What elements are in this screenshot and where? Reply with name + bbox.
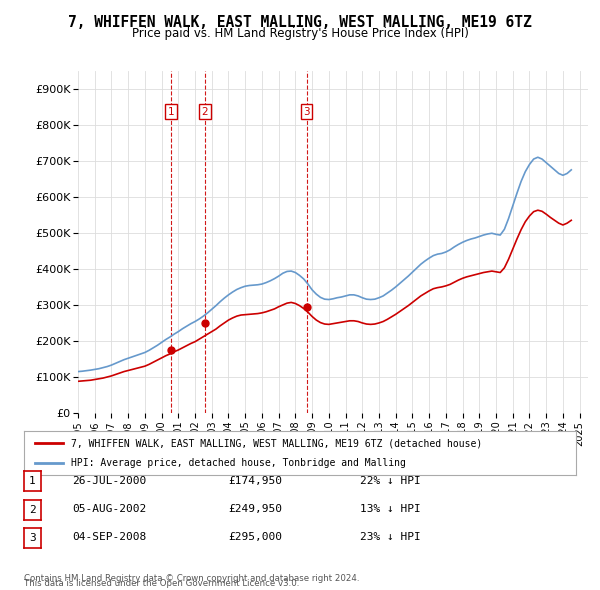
Text: 7, WHIFFEN WALK, EAST MALLING, WEST MALLING, ME19 6TZ: 7, WHIFFEN WALK, EAST MALLING, WEST MALL… [68,15,532,30]
Text: 1: 1 [168,107,175,117]
Text: Price paid vs. HM Land Registry's House Price Index (HPI): Price paid vs. HM Land Registry's House … [131,27,469,40]
Text: 1: 1 [29,477,36,486]
Text: £249,950: £249,950 [228,504,282,514]
Text: 26-JUL-2000: 26-JUL-2000 [72,476,146,486]
Text: 2: 2 [202,107,208,117]
Text: 23% ↓ HPI: 23% ↓ HPI [360,533,421,542]
Text: £295,000: £295,000 [228,533,282,542]
Text: 05-AUG-2002: 05-AUG-2002 [72,504,146,514]
Text: HPI: Average price, detached house, Tonbridge and Malling: HPI: Average price, detached house, Tonb… [71,458,406,467]
Text: 7, WHIFFEN WALK, EAST MALLING, WEST MALLING, ME19 6TZ (detached house): 7, WHIFFEN WALK, EAST MALLING, WEST MALL… [71,438,482,448]
Text: 13% ↓ HPI: 13% ↓ HPI [360,504,421,514]
Text: 22% ↓ HPI: 22% ↓ HPI [360,476,421,486]
Text: This data is licensed under the Open Government Licence v3.0.: This data is licensed under the Open Gov… [24,579,299,588]
Text: £174,950: £174,950 [228,476,282,486]
Text: 04-SEP-2008: 04-SEP-2008 [72,533,146,542]
Text: 2: 2 [29,505,36,514]
Text: Contains HM Land Registry data © Crown copyright and database right 2024.: Contains HM Land Registry data © Crown c… [24,574,359,583]
Text: 3: 3 [29,533,36,543]
Text: 3: 3 [303,107,310,117]
